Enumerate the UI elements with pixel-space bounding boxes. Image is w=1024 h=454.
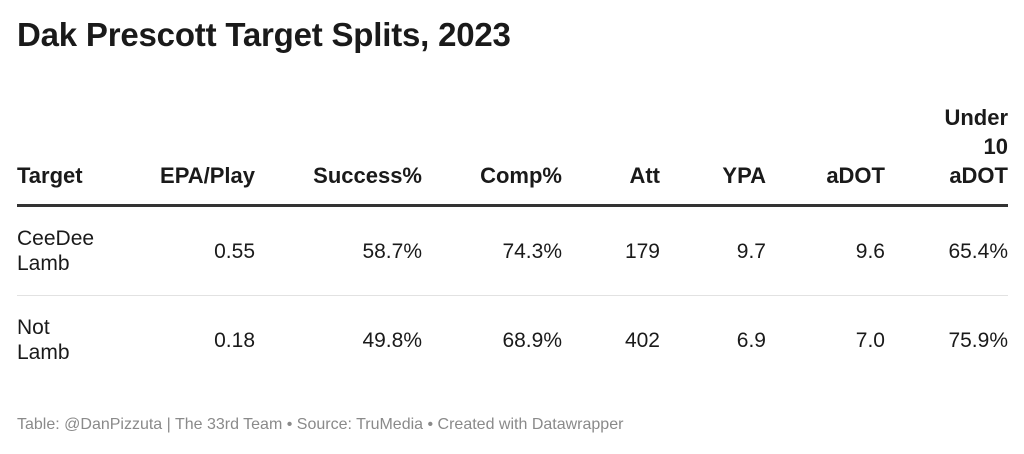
cell-ypa: 6.9 (736, 328, 766, 352)
cell-comp: 74.3% (422, 205, 562, 296)
col-header-comp: Comp% (422, 103, 562, 207)
header-row: Target EPA/Play Success% Comp% Att YPA (17, 103, 1008, 207)
cell-target-line-2: Lamb (17, 252, 70, 275)
cell-att: 402 (624, 328, 660, 352)
cell-target-line-1: CeeDee (17, 227, 95, 250)
col-header-adot: aDOT (766, 103, 885, 207)
col-header-ypa: YPA (660, 103, 766, 207)
cell-att: 179 (562, 205, 660, 296)
table-row-ceedee-lamb: CeeDee Lamb 0.55 58.7% 74.3% 179 9.7 9.6… (17, 205, 1008, 296)
col-header-success: Success% (255, 103, 422, 207)
chart-title: Dak Prescott Target Splits, 2023 (17, 16, 511, 53)
cell-epa-play: 0.55 (125, 205, 255, 296)
cell-target: CeeDee Lamb (17, 205, 125, 296)
target-splits-table: Target EPA/Play Success% Comp% Att YPA (17, 103, 1008, 384)
col-header-under-10-adot: Under 10 aDOT (885, 103, 1008, 207)
col-header-target-line: Target (17, 163, 83, 188)
cell-success: 49.8% (362, 328, 422, 352)
col-header-comp-line: Comp% (480, 163, 562, 188)
cell-success: 58.7% (255, 205, 422, 296)
col-header-target: Target (17, 103, 125, 207)
cell-target-line-1: Not (17, 316, 50, 339)
col-header-ypa-line: YPA (722, 163, 766, 188)
source-footer: Table: @DanPizzuta | The 33rd Team • Sou… (17, 416, 624, 433)
col-header-att: Att (562, 103, 660, 207)
col-header-epa-play: EPA/Play (125, 103, 255, 207)
col-header-success-line: Success% (313, 163, 422, 188)
cell-comp: 68.9% (502, 328, 562, 352)
cell-target-line-2: Lamb (17, 341, 70, 364)
table-row-not-lamb: Not Lamb 0.18 49.8% 68.9% 402 6.9 7.0 75… (17, 296, 1008, 385)
col-header-under-10-adot-line-3: aDOT (949, 163, 1008, 188)
cell-epa-play: 0.18 (214, 328, 255, 352)
cell-target: Not Lamb (17, 296, 125, 385)
cell-adot: 9.6 (766, 205, 885, 296)
col-header-under-10-adot-line-1: Under (944, 105, 1008, 130)
col-header-adot-line: aDOT (826, 163, 885, 188)
col-header-att-line: Att (629, 163, 660, 188)
cell-adot: 7.0 (855, 328, 885, 352)
cell-under-10-adot: 65.4% (885, 205, 1008, 296)
cell-ypa: 9.7 (660, 205, 766, 296)
col-header-under-10-adot-line-2: 10 (983, 134, 1008, 159)
col-header-epa-play-line: EPA/Play (160, 163, 255, 188)
cell-under-10-adot: 75.9% (948, 328, 1008, 352)
